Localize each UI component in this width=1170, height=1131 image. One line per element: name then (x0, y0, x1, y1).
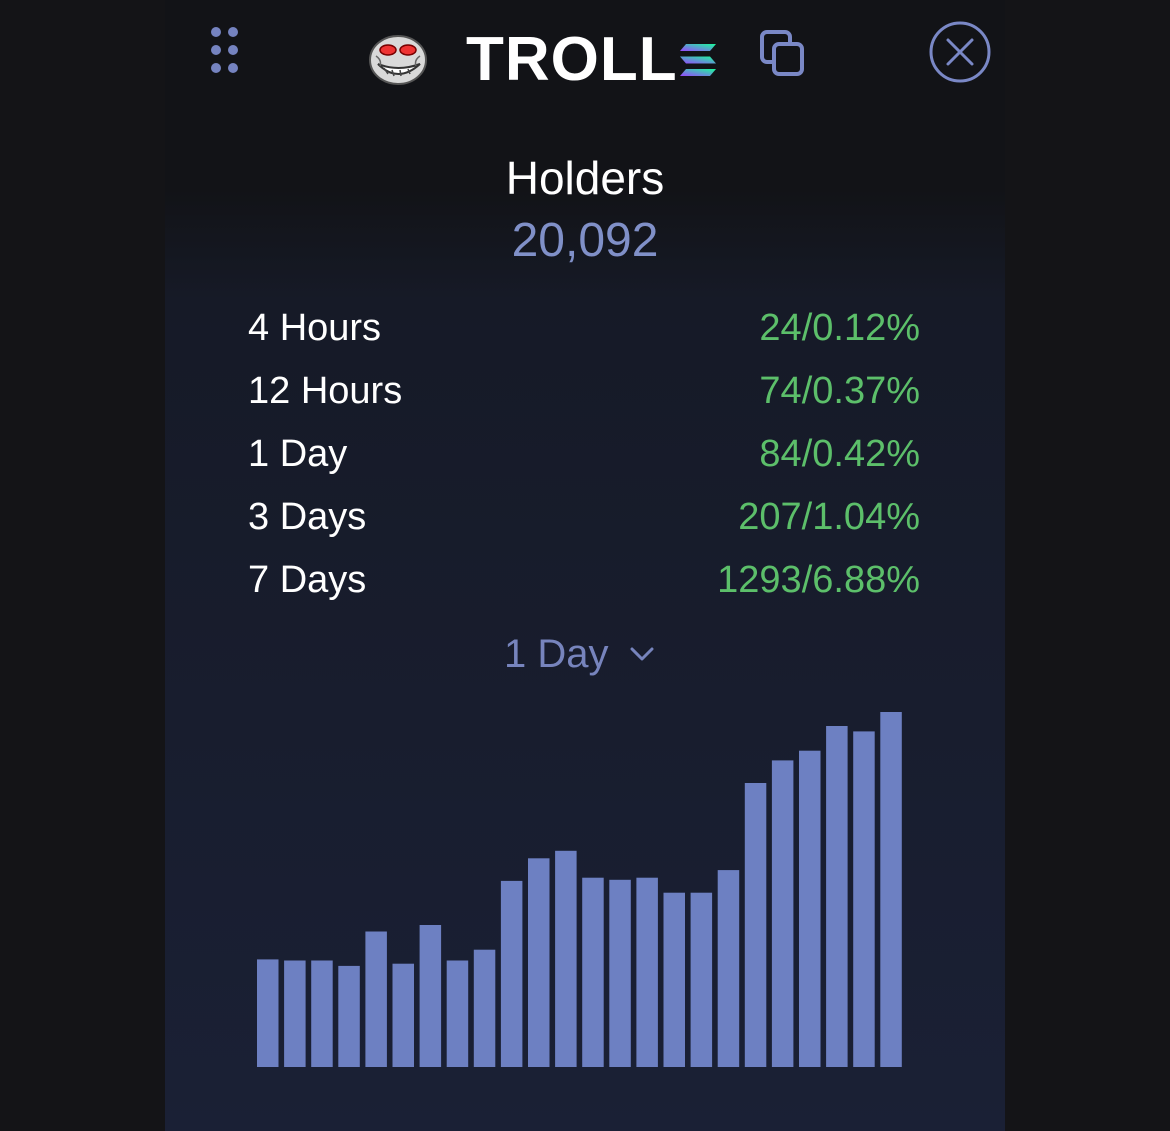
chart-bar-17 (690, 892, 713, 1067)
solana-icon (678, 42, 718, 78)
stat-label: 1 Day (248, 433, 348, 475)
chart-bar-13 (582, 877, 604, 1067)
chart-bar-18 (717, 870, 740, 1067)
chart-bar-8 (446, 960, 469, 1067)
holders-title: Holders (505, 152, 665, 204)
stat-value: 74/0.37% (759, 370, 920, 412)
stat-value: 24/0.12% (759, 307, 920, 349)
stat-label: 12 Hours (248, 370, 403, 412)
stat-value: 84/0.42% (759, 433, 920, 475)
chart-bar-9 (473, 949, 496, 1067)
chart-bar-10 (500, 880, 523, 1067)
chart-bar-4 (338, 965, 360, 1067)
stat-label: 7 Days (248, 559, 367, 601)
period-select[interactable]: 1 Day (500, 626, 670, 682)
chart-bar-16 (663, 892, 685, 1067)
stat-row-4-hours: 4 Hours 24/0.12% (248, 303, 920, 353)
close-icon (929, 21, 991, 83)
chart-bar-19 (744, 783, 767, 1067)
stat-row-7-days: 7 Days 1293/6.88% (248, 555, 920, 605)
chart-bar-11 (528, 858, 550, 1067)
troll-face-icon (366, 32, 430, 88)
chart-bar-21 (799, 750, 821, 1067)
stat-label: 3 Days (248, 496, 367, 538)
chart-bar-22 (826, 726, 848, 1067)
period-select-value: 1 Day (504, 632, 609, 676)
chart-bar-23 (853, 731, 875, 1067)
chart-bar-14 (609, 879, 631, 1067)
chart-bar-1 (257, 959, 279, 1067)
chart-bars (257, 712, 902, 1067)
stat-value: 207/1.04% (738, 496, 920, 538)
chart-bar-7 (419, 925, 442, 1067)
close-button[interactable] (928, 20, 992, 84)
drag-handle-icon[interactable] (208, 24, 242, 76)
stat-row-12-hours: 12 Hours 74/0.37% (248, 366, 920, 416)
chart-bar-5 (365, 931, 387, 1067)
stat-value: 1293/6.88% (717, 559, 920, 601)
copy-button[interactable] (758, 28, 808, 80)
chart-bar-20 (771, 760, 794, 1067)
chart-bar-24 (880, 712, 902, 1067)
chart-bar-12 (555, 850, 577, 1067)
chart-bar-3 (311, 960, 333, 1067)
stat-row-1-day: 1 Day 84/0.42% (248, 429, 920, 479)
holders-count: 20,092 (511, 214, 659, 267)
token-name: TROLL (466, 25, 678, 94)
chart-bar-6 (392, 963, 414, 1067)
chevron-down-icon (630, 647, 654, 661)
copy-icon (760, 30, 804, 76)
stat-row-3-days: 3 Days 207/1.04% (248, 492, 920, 542)
chart-bar-15 (636, 877, 658, 1067)
chart-bar-2 (284, 960, 306, 1067)
stat-label: 4 Hours (248, 307, 382, 349)
